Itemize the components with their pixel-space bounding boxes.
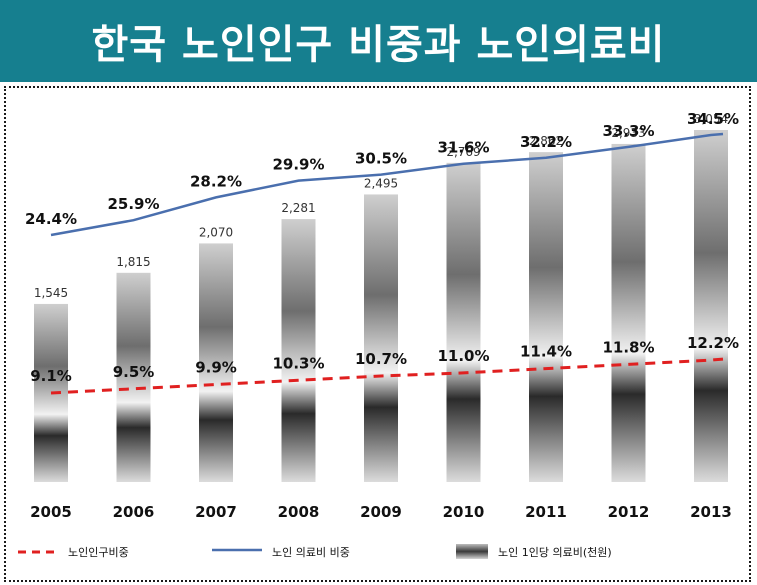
legend-label-medical-share: 노인 의료비 비중 [272, 546, 350, 559]
bar-value-label-2009: 2,495 [364, 176, 398, 190]
bar-2012 [611, 143, 646, 483]
bar-value-label-2006: 1,815 [116, 255, 150, 269]
bar-value-label-2005: 1,545 [34, 286, 68, 300]
x-tick-label-2010: 2010 [443, 503, 485, 521]
medical-share-label-2005: 24.4% [25, 210, 77, 228]
bar-2006 [116, 272, 151, 482]
population-share-label-2013: 12.2% [687, 334, 739, 352]
bar-2008 [281, 219, 316, 482]
medical-share-label-2010: 31.6% [437, 139, 489, 157]
x-tick-label-2009: 2009 [360, 503, 402, 521]
population-share-label-2007: 9.9% [195, 359, 237, 377]
population-share-line [50, 357, 724, 395]
medical-share-label-2006: 25.9% [107, 195, 159, 213]
medical-share-line [50, 132, 724, 237]
bar-value-label-2007: 2,070 [199, 225, 233, 239]
labels-layer: 1,545 2005 1,815 2006 2,070 2007 2,281 2008 2,49… [25, 110, 739, 521]
legend-label-population: 노인인구비중 [68, 546, 129, 559]
population-share-label-2008: 10.3% [272, 354, 324, 372]
x-tick-label-2012: 2012 [608, 503, 650, 521]
x-tick-label-2007: 2007 [195, 503, 237, 521]
population-share-label-2010: 11.0% [437, 347, 489, 365]
medical-share-label-2008: 29.9% [272, 156, 324, 174]
medical-share-label-2013: 34.5% [687, 110, 739, 128]
population-share-label-2006: 9.5% [113, 363, 155, 381]
legend-label-per-capita: 노인 1인당 의료비(천원) [498, 545, 612, 559]
bar-value-label-2011: 2,862 [529, 134, 563, 148]
medical-share-label-2009: 30.5% [355, 150, 407, 168]
x-tick-label-2005: 2005 [30, 503, 72, 521]
bar-2009 [364, 194, 398, 482]
bar-value-label-2012: 2,933 [611, 126, 645, 140]
medical-share-label-2007: 28.2% [190, 172, 242, 190]
bar-2013 [694, 130, 728, 482]
population-share-label-2011: 11.4% [520, 343, 572, 361]
legend: 노인인구비중 노인 의료비 비중 노인 1인당 의료비(천원) [18, 544, 612, 559]
bar-2007 [199, 243, 233, 482]
x-tick-label-2013: 2013 [690, 503, 732, 521]
legend-bar-swatch [456, 544, 488, 559]
bars-layer [34, 130, 728, 483]
chart-frame [4, 86, 751, 582]
population-share-label-2005: 9.1% [30, 367, 72, 385]
lines-layer [50, 132, 724, 395]
bar-value-label-2013: 3,054 [694, 112, 728, 126]
population-share-label-2009: 10.7% [355, 350, 407, 368]
header-banner: 한국 노인인구 비중과 노인의료비 [0, 0, 757, 82]
medical-share-label-2011: 32.2% [520, 133, 572, 151]
x-tick-label-2011: 2011 [525, 503, 567, 521]
bar-2011 [529, 152, 563, 482]
bar-value-label-2010: 2,769 [446, 145, 480, 159]
bar-value-label-2008: 2,281 [281, 201, 315, 215]
population-share-label-2012: 11.8% [602, 338, 654, 356]
x-tick-label-2006: 2006 [113, 503, 155, 521]
bar-2010 [446, 162, 481, 482]
x-tick-label-2008: 2008 [278, 503, 320, 521]
page-title: 한국 노인인구 비중과 노인의료비 [91, 22, 666, 68]
medical-share-label-2012: 33.3% [602, 122, 654, 140]
